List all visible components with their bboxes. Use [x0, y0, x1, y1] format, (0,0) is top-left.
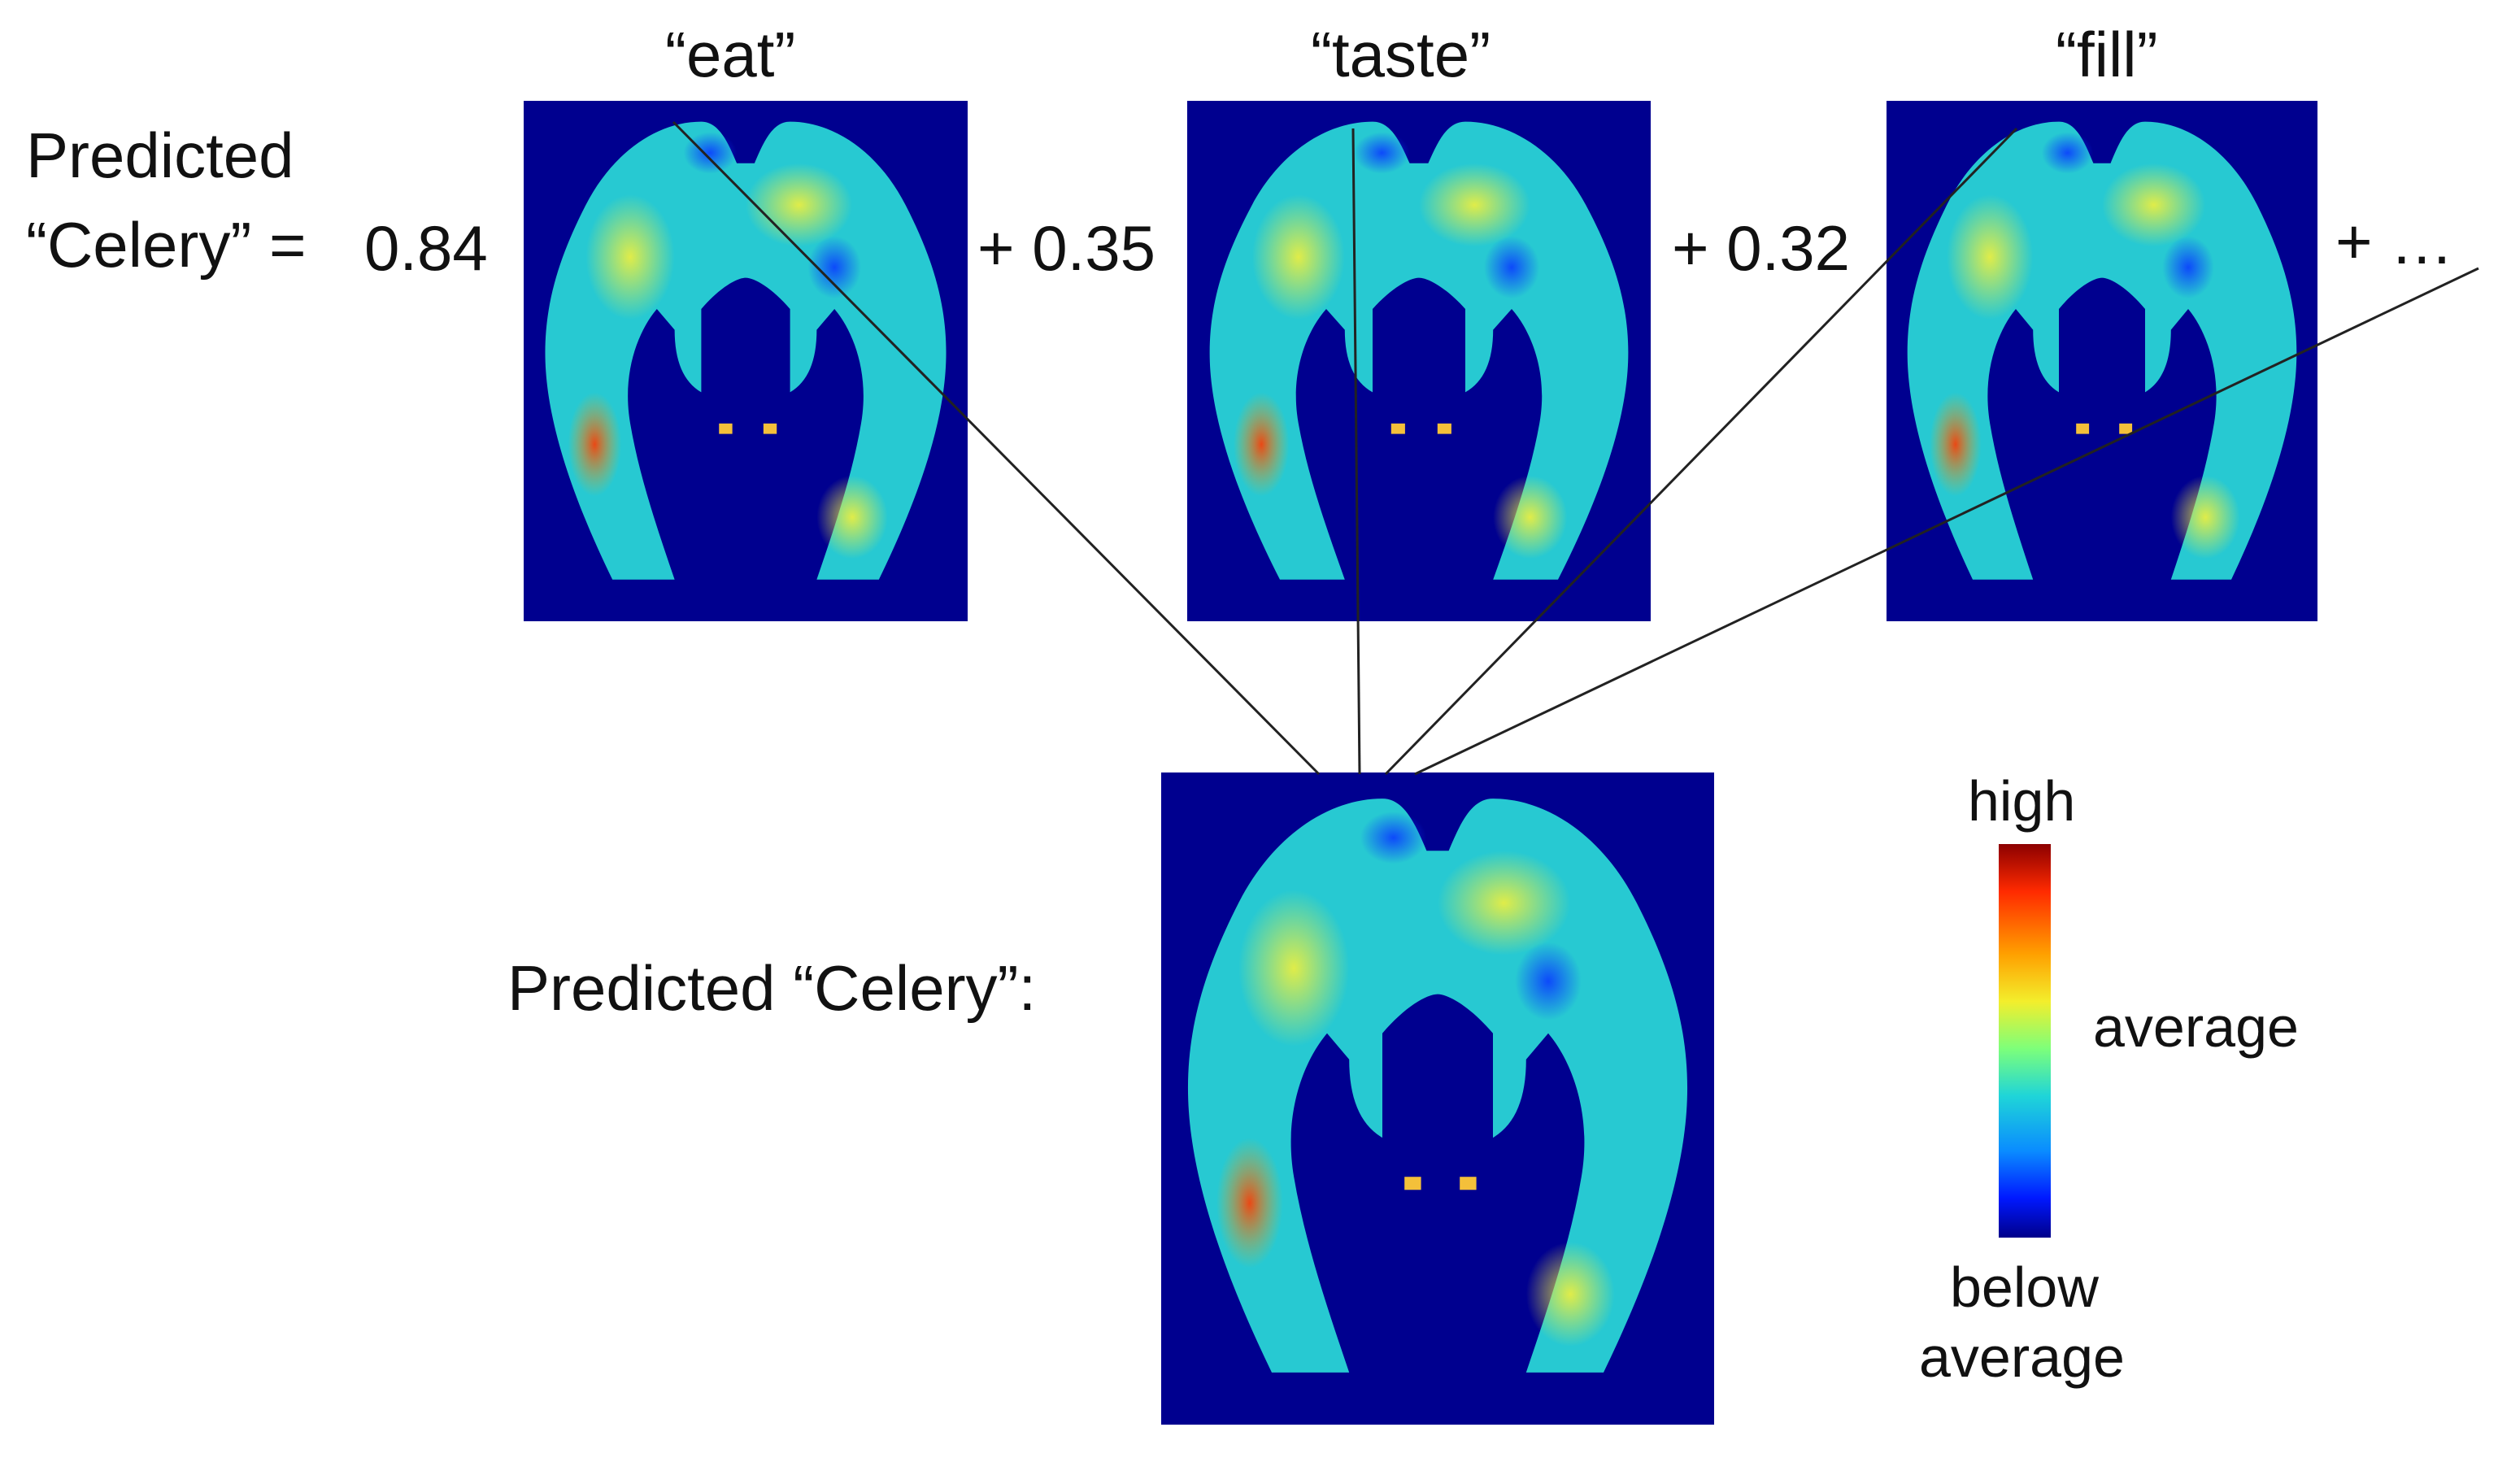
- colorbar-low-label-1: below: [1950, 1256, 2099, 1319]
- brain-map-taste: [1187, 101, 1651, 621]
- colorbar-average-label: average: [2093, 995, 2299, 1059]
- panel-label-taste: “taste”: [1311, 19, 1491, 90]
- coefficient-eat: 0.84: [364, 212, 488, 284]
- brain-map-celery-predicted: [1161, 772, 1714, 1425]
- result-label: Predicted “Celery”:: [507, 952, 1037, 1024]
- equation-ellipsis: + …: [2335, 206, 2454, 277]
- panel-label-eat: “eat”: [665, 19, 796, 90]
- equation-line1: Predicted: [26, 120, 294, 191]
- colorbar-high-label: high: [1968, 769, 2076, 833]
- brain-map-eat: [524, 101, 968, 621]
- brain-map-fill: [1887, 101, 2317, 621]
- coefficient-taste: + 0.35: [977, 212, 1156, 284]
- equation-line2: “Celery” =: [26, 209, 307, 281]
- coefficient-fill: + 0.32: [1672, 212, 1851, 284]
- panel-label-fill: “fill”: [2056, 19, 2158, 90]
- colorbar: [1999, 844, 2051, 1238]
- colorbar-low-label-2: average: [1919, 1325, 2125, 1389]
